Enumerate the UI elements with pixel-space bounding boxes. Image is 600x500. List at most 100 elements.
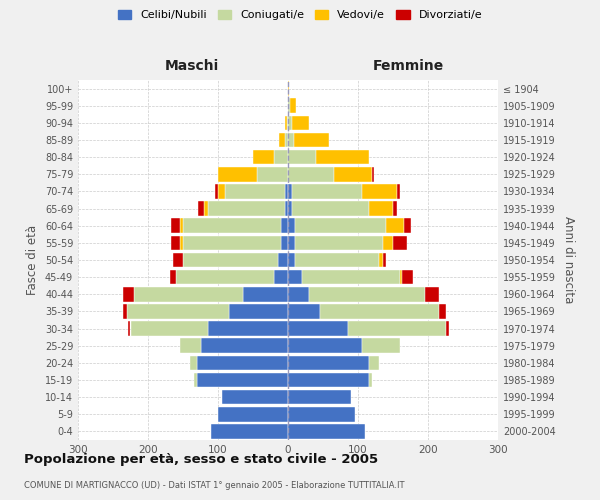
Bar [221, 390, 288, 404]
Bar [281, 218, 288, 233]
Bar [320, 304, 439, 318]
Bar [295, 236, 383, 250]
Bar [218, 184, 225, 198]
Bar [425, 287, 439, 302]
Bar [183, 218, 281, 233]
Bar [372, 167, 374, 182]
Bar [383, 236, 393, 250]
Bar [274, 150, 288, 164]
Bar [379, 252, 383, 268]
Bar [197, 372, 288, 388]
Bar [183, 236, 281, 250]
Bar [288, 150, 316, 164]
Bar [274, 270, 288, 284]
Bar [445, 322, 449, 336]
Bar [288, 287, 309, 302]
Bar [204, 202, 208, 216]
Bar [393, 236, 407, 250]
Bar [288, 184, 292, 198]
Bar [288, 98, 290, 113]
Bar [288, 116, 292, 130]
Bar [368, 202, 393, 216]
Bar [170, 270, 176, 284]
Bar [393, 202, 397, 216]
Bar [302, 270, 400, 284]
Bar [277, 252, 288, 268]
Bar [190, 356, 197, 370]
Bar [316, 150, 368, 164]
Bar [288, 252, 295, 268]
Bar [287, 116, 288, 130]
Bar [288, 322, 347, 336]
Bar [400, 270, 402, 284]
Legend: Celibi/Nubili, Coniugati/e, Vedovi/e, Divorziati/e: Celibi/Nubili, Coniugati/e, Vedovi/e, Di… [113, 6, 487, 25]
Bar [290, 98, 296, 113]
Bar [179, 338, 200, 353]
Bar [131, 322, 208, 336]
Bar [368, 356, 379, 370]
Bar [397, 184, 400, 198]
Bar [211, 424, 288, 438]
Bar [285, 116, 287, 130]
Bar [215, 184, 218, 198]
Bar [288, 338, 361, 353]
Bar [292, 202, 368, 216]
Bar [200, 338, 288, 353]
Bar [288, 390, 351, 404]
Bar [288, 218, 295, 233]
Bar [225, 184, 284, 198]
Bar [293, 132, 329, 148]
Bar [128, 322, 130, 336]
Bar [368, 372, 372, 388]
Bar [292, 116, 309, 130]
Bar [218, 407, 288, 422]
Bar [295, 218, 386, 233]
Bar [295, 252, 379, 268]
Bar [179, 236, 183, 250]
Bar [229, 304, 288, 318]
Bar [171, 236, 179, 250]
Bar [183, 252, 277, 268]
Y-axis label: Anni di nascita: Anni di nascita [562, 216, 575, 304]
Bar [288, 356, 368, 370]
Bar [257, 167, 288, 182]
Bar [288, 424, 365, 438]
Bar [208, 202, 284, 216]
Bar [288, 407, 355, 422]
Bar [242, 287, 288, 302]
Bar [361, 184, 397, 198]
Bar [288, 304, 320, 318]
Bar [383, 252, 386, 268]
Bar [288, 270, 302, 284]
Text: Femmine: Femmine [373, 58, 443, 72]
Bar [404, 218, 410, 233]
Bar [253, 150, 274, 164]
Text: Maschi: Maschi [165, 58, 219, 72]
Bar [402, 270, 413, 284]
Bar [386, 218, 404, 233]
Bar [347, 322, 445, 336]
Bar [334, 167, 372, 182]
Bar [193, 372, 197, 388]
Bar [292, 184, 361, 198]
Bar [361, 338, 400, 353]
Bar [134, 287, 242, 302]
Bar [179, 218, 183, 233]
Bar [127, 304, 229, 318]
Bar [199, 202, 204, 216]
Bar [124, 287, 134, 302]
Bar [288, 82, 289, 96]
Bar [171, 218, 179, 233]
Bar [284, 184, 288, 198]
Text: COMUNE DI MARTIGNACCO (UD) - Dati ISTAT 1° gennaio 2005 - Elaborazione TUTTITALI: COMUNE DI MARTIGNACCO (UD) - Dati ISTAT … [24, 480, 404, 490]
Bar [173, 252, 183, 268]
Bar [197, 356, 288, 370]
Bar [288, 167, 334, 182]
Bar [124, 304, 127, 318]
Bar [309, 287, 425, 302]
Bar [218, 167, 257, 182]
Y-axis label: Fasce di età: Fasce di età [26, 225, 39, 295]
Bar [288, 132, 293, 148]
Bar [439, 304, 445, 318]
Bar [176, 270, 274, 284]
